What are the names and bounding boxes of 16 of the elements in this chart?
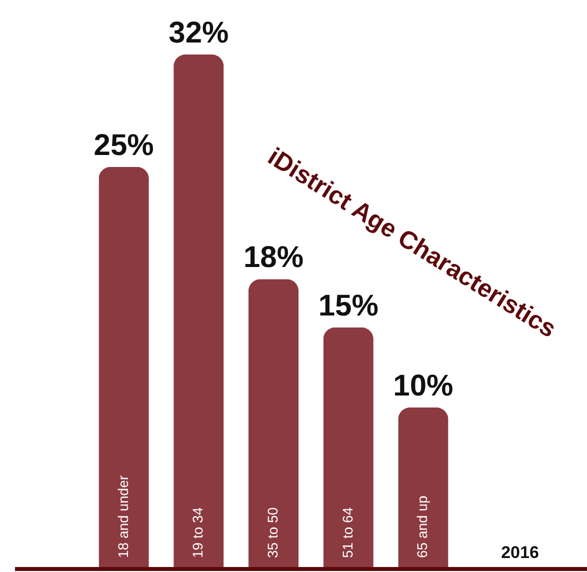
data-label: 25% [94,128,154,162]
x-tick-label: 51 to 64 [339,507,356,558]
x-tick-label: 19 to 34 [190,507,206,558]
data-label: 18% [243,241,304,274]
data-label: 32% [168,16,229,50]
data-label: 15% [318,289,378,322]
x-tick-label: 35 to 50 [264,507,280,558]
x-tick-label: 65 and up [414,496,430,558]
text: 2016 [501,543,539,562]
bar [98,166,149,568]
bar [398,408,448,568]
x-tick-label: 18 and under [114,475,131,558]
bar [174,54,224,568]
bar [248,279,299,568]
data-label: 10% [393,370,454,403]
bar [323,327,374,568]
